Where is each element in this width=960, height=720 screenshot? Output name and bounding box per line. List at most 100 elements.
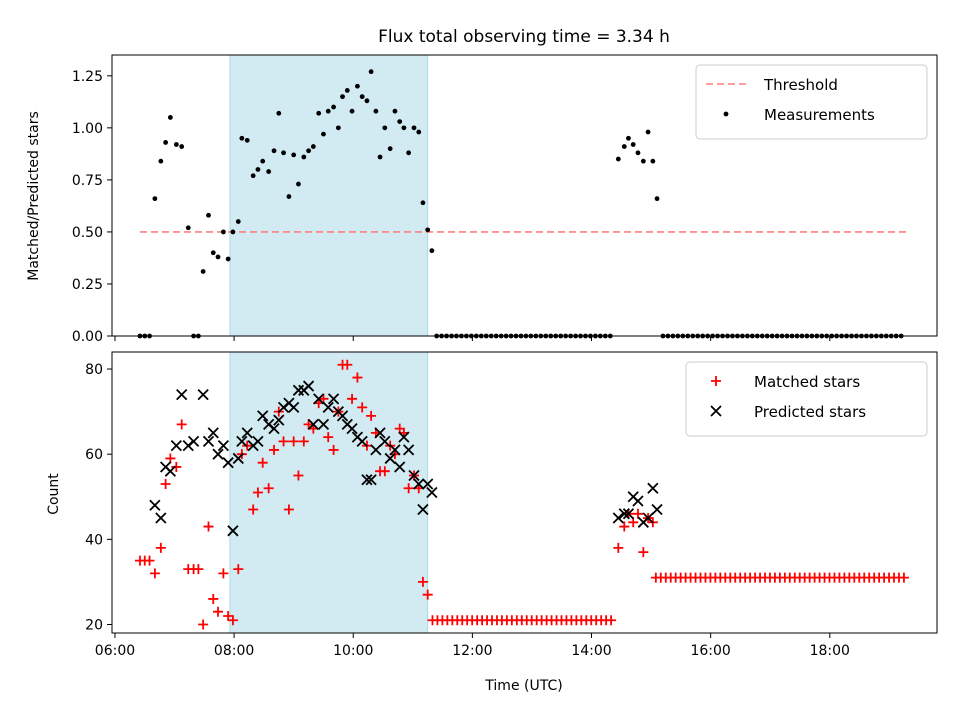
y-tick-label: 40 bbox=[85, 532, 103, 548]
x-tick-label: 10:00 bbox=[333, 643, 373, 659]
data-point bbox=[269, 444, 280, 455]
data-point bbox=[355, 83, 360, 89]
data-point bbox=[357, 402, 368, 413]
legend-label: Threshold bbox=[763, 76, 838, 94]
y-tick-label: 1.25 bbox=[72, 69, 103, 85]
data-point bbox=[307, 418, 319, 431]
data-point bbox=[283, 504, 294, 515]
x-tick-label: 14:00 bbox=[571, 643, 611, 659]
data-point bbox=[176, 388, 188, 401]
data-point bbox=[158, 158, 164, 164]
data-point bbox=[321, 131, 326, 137]
data-point bbox=[613, 542, 624, 553]
data-point bbox=[356, 435, 368, 448]
data-point bbox=[179, 144, 185, 149]
data-point bbox=[618, 508, 630, 520]
data-point bbox=[202, 435, 215, 448]
data-point bbox=[286, 194, 292, 199]
data-point bbox=[222, 457, 234, 469]
data-point bbox=[632, 495, 644, 507]
data-point bbox=[252, 487, 263, 498]
data-point bbox=[392, 108, 398, 114]
data-point bbox=[164, 465, 177, 477]
data-point bbox=[366, 410, 377, 421]
data-point bbox=[303, 419, 314, 430]
data-point bbox=[370, 444, 382, 456]
data-point bbox=[185, 225, 191, 231]
bottom-y-axis-label: Count bbox=[46, 473, 62, 515]
data-point bbox=[310, 144, 316, 149]
data-point bbox=[203, 521, 214, 532]
y-tick-label: 60 bbox=[85, 447, 103, 463]
data-point bbox=[654, 196, 660, 202]
data-point bbox=[223, 610, 234, 621]
data-point bbox=[239, 135, 245, 141]
data-point bbox=[255, 167, 261, 172]
data-point bbox=[252, 435, 264, 448]
data-point bbox=[403, 444, 415, 456]
data-point bbox=[650, 158, 656, 164]
data-point bbox=[278, 436, 289, 447]
data-point bbox=[429, 248, 435, 254]
data-point bbox=[302, 380, 315, 392]
data-point bbox=[361, 474, 373, 486]
data-point bbox=[291, 152, 297, 158]
data-point bbox=[352, 372, 363, 383]
chart-title: Flux total observing time = 3.34 h bbox=[378, 27, 670, 47]
data-point bbox=[232, 452, 244, 465]
data-point bbox=[403, 483, 414, 494]
data-point bbox=[268, 422, 280, 435]
data-point bbox=[241, 427, 253, 439]
ratio-panel: 0.00 0.25 0.50 0.75 1.00 1.25 Threshold Measure… bbox=[72, 54, 938, 345]
data-point bbox=[425, 227, 431, 233]
y-tick-label: 0.50 bbox=[72, 225, 103, 241]
data-point bbox=[398, 431, 410, 443]
data-point bbox=[346, 422, 358, 435]
data-point bbox=[379, 435, 391, 448]
data-point bbox=[163, 140, 169, 145]
data-point bbox=[176, 419, 187, 430]
data-point bbox=[340, 94, 345, 100]
legend-marker bbox=[710, 405, 722, 417]
data-point bbox=[198, 619, 209, 630]
data-point bbox=[244, 137, 250, 143]
data-point bbox=[322, 401, 334, 413]
data-point bbox=[401, 125, 407, 131]
data-point bbox=[349, 108, 355, 114]
data-point bbox=[292, 384, 305, 396]
data-point bbox=[215, 254, 221, 260]
y-tick-label: 80 bbox=[85, 362, 103, 378]
legend-box bbox=[685, 361, 928, 437]
data-point bbox=[225, 256, 231, 262]
data-point bbox=[149, 568, 160, 579]
observing-window-span bbox=[229, 54, 429, 337]
data-point bbox=[347, 393, 358, 404]
data-point bbox=[167, 115, 173, 120]
data-point bbox=[645, 129, 651, 135]
data-point bbox=[374, 427, 386, 439]
data-point bbox=[408, 469, 420, 482]
data-point bbox=[397, 119, 403, 125]
data-point bbox=[406, 150, 412, 156]
data-point bbox=[248, 504, 259, 515]
data-point bbox=[276, 110, 282, 116]
data-point bbox=[250, 173, 256, 179]
data-point bbox=[217, 440, 230, 452]
data-point bbox=[344, 87, 350, 93]
data-point bbox=[606, 615, 617, 626]
x-axis-label: Time (UTC) bbox=[484, 678, 562, 694]
data-point bbox=[379, 466, 390, 477]
data-point bbox=[257, 410, 269, 422]
data-point bbox=[213, 606, 224, 617]
data-point bbox=[642, 512, 654, 524]
plot-frame bbox=[111, 351, 938, 634]
data-point bbox=[200, 269, 206, 274]
data-point bbox=[416, 129, 422, 135]
data-point bbox=[377, 154, 383, 160]
data-point bbox=[626, 135, 631, 141]
data-point bbox=[331, 104, 336, 110]
data-point bbox=[898, 572, 909, 583]
x-tick-label: 16:00 bbox=[690, 643, 730, 659]
data-point bbox=[368, 69, 374, 75]
data-point bbox=[323, 432, 334, 443]
